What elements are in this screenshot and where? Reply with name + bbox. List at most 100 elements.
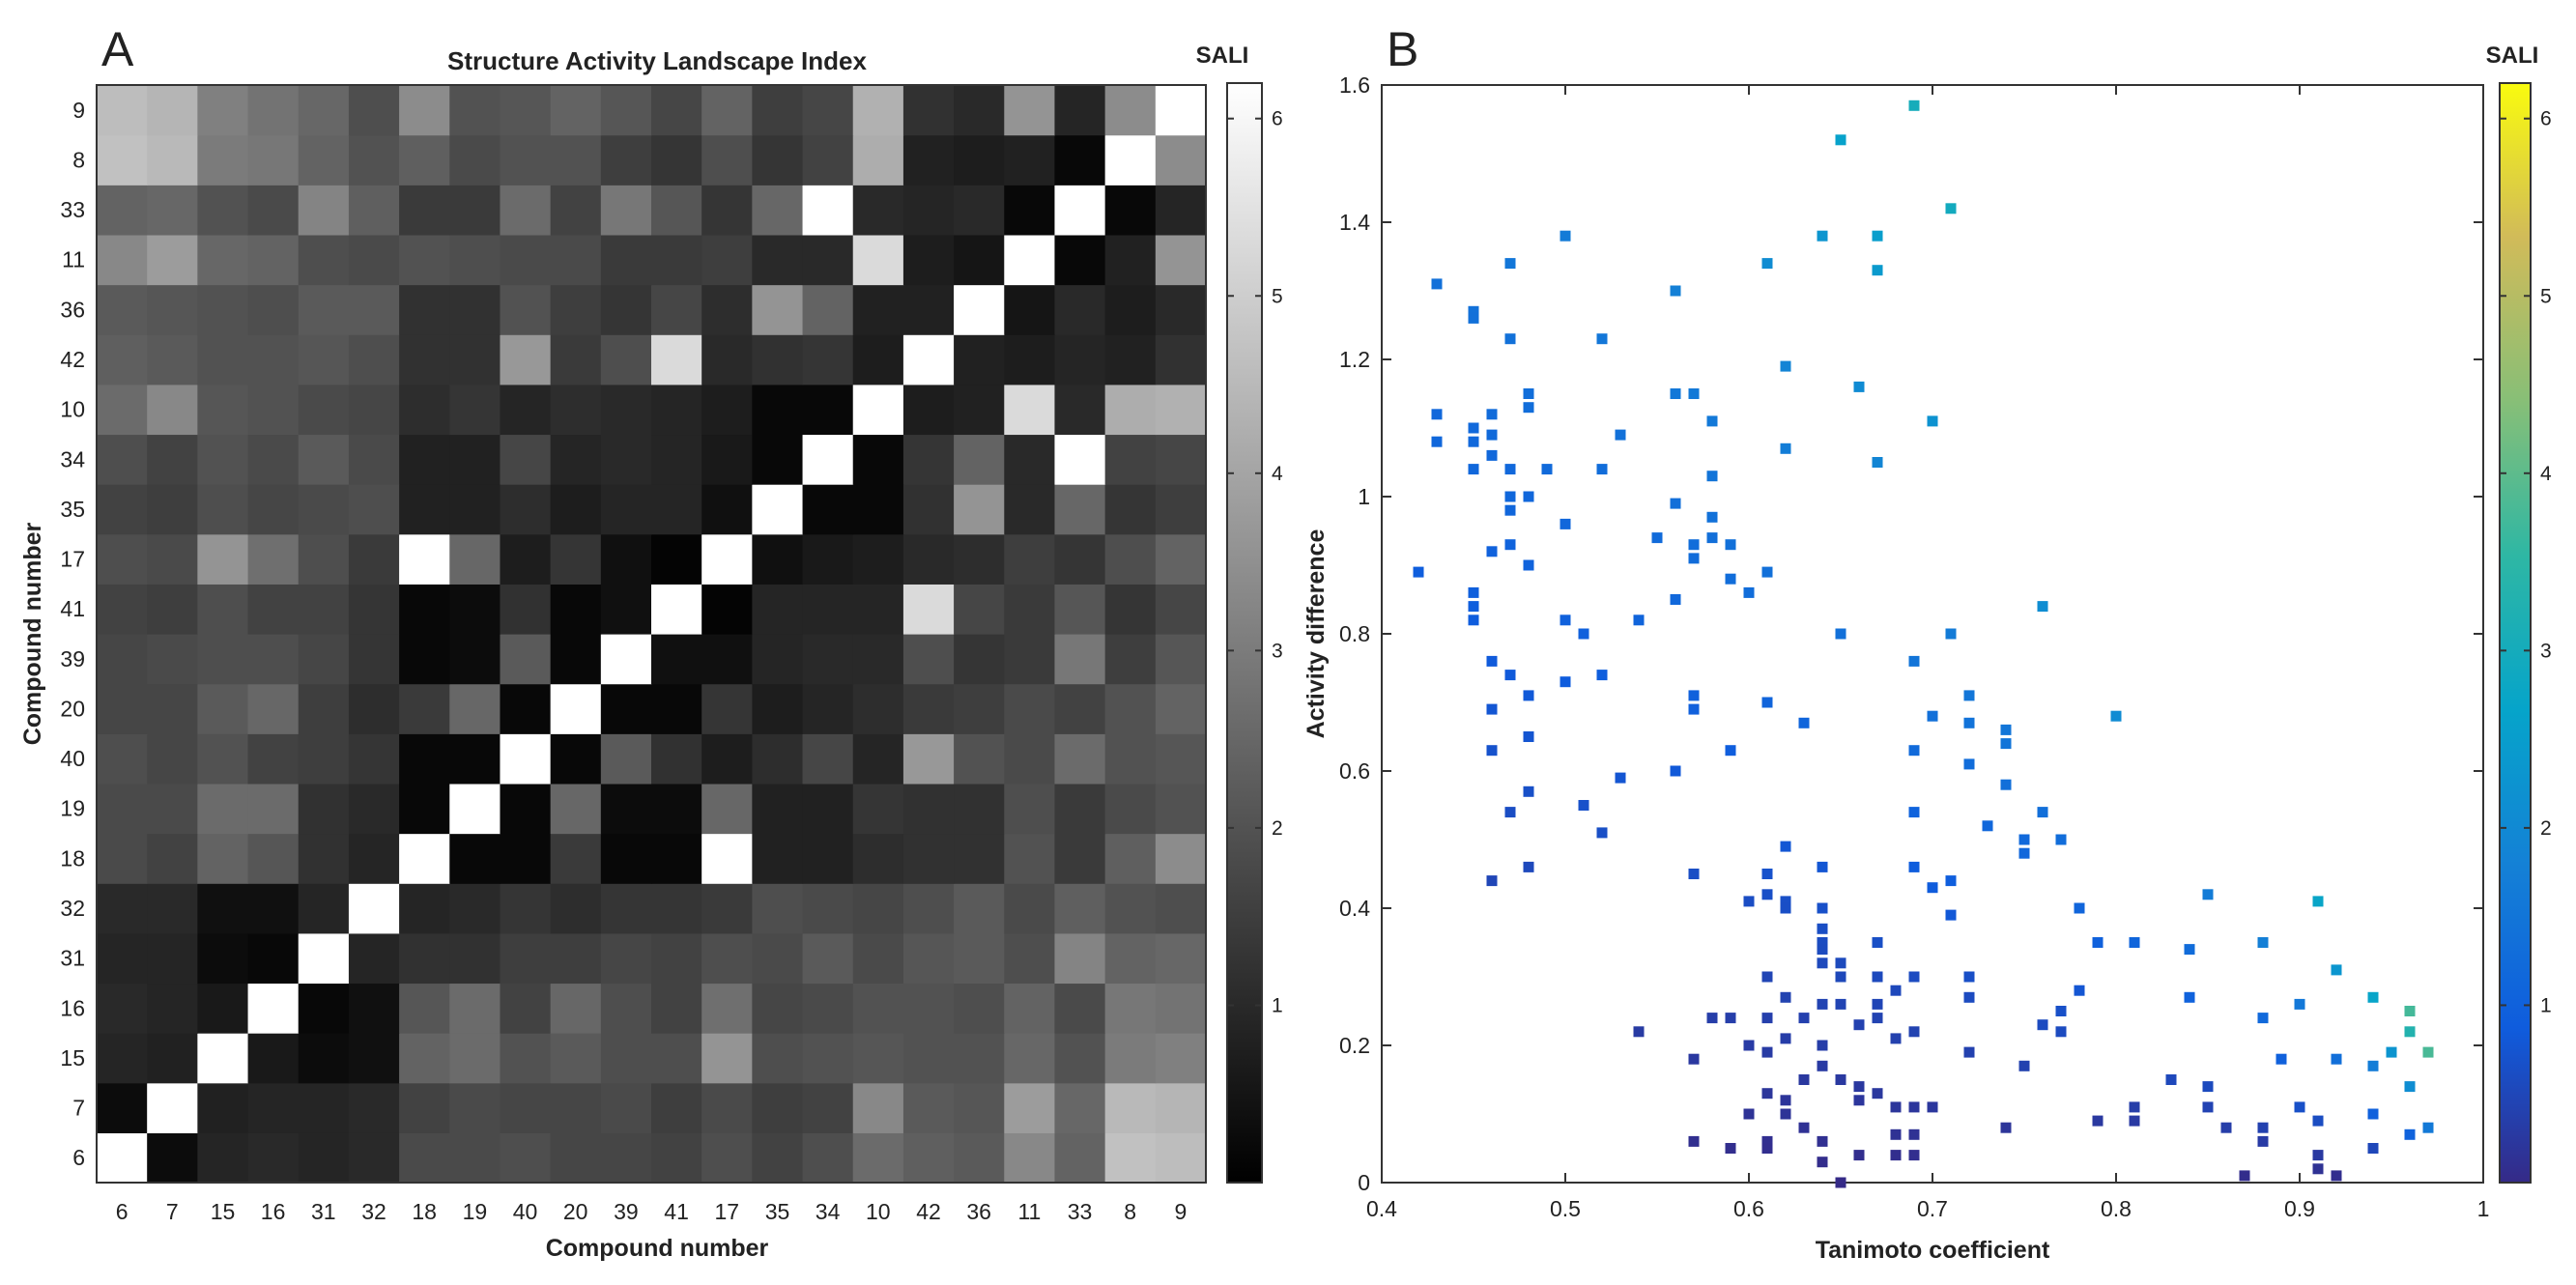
scatter-point xyxy=(1670,388,1681,399)
scatter-point xyxy=(2018,1060,2030,1071)
scatter-point xyxy=(1835,957,1846,969)
heatmap-cell xyxy=(701,683,753,734)
heatmap-cell xyxy=(600,334,652,386)
heatmap-cell xyxy=(550,1132,602,1184)
heatmap-cell xyxy=(1104,584,1157,635)
heatmap-cell xyxy=(247,434,300,485)
heatmap-cell xyxy=(147,334,198,386)
heatmap-cell xyxy=(1054,932,1106,985)
heatmap-cell xyxy=(1004,484,1056,535)
scatter-point xyxy=(1413,566,1424,578)
heatmap-cell xyxy=(1104,634,1157,685)
heatmap-cell xyxy=(902,484,955,535)
scatter-point xyxy=(2331,1053,2342,1065)
heatmap-cell xyxy=(1054,384,1106,436)
colorbar-tick-label: 2 xyxy=(2540,817,2552,840)
scatter-point xyxy=(1523,731,1534,742)
heatmap-cell xyxy=(852,833,904,884)
heatmap-cell xyxy=(1104,983,1157,1034)
scatter-point xyxy=(1468,464,1479,475)
heatmap-cell xyxy=(802,1033,854,1084)
heatmap-cell xyxy=(298,334,350,386)
heatmap-cell xyxy=(852,85,904,136)
heatmap-cell xyxy=(600,1033,652,1084)
heatmap-y-tick-label: 32 xyxy=(60,896,85,921)
scatter-point xyxy=(1504,504,1516,516)
heatmap-cell xyxy=(449,1132,501,1184)
heatmap-cell xyxy=(600,683,652,734)
heatmap-cell xyxy=(298,634,350,685)
heatmap-cell xyxy=(197,484,249,535)
heatmap-cell xyxy=(600,883,652,934)
heatmap-cell xyxy=(348,883,400,934)
scatter-point xyxy=(1523,491,1534,502)
heatmap-cell xyxy=(399,533,450,585)
heatmap-cell xyxy=(802,434,854,485)
heatmap-cell xyxy=(247,733,300,785)
scatter-point xyxy=(1872,457,1883,468)
heatmap-cell xyxy=(852,1082,904,1133)
heatmap-cell xyxy=(500,85,552,136)
heatmap-cell xyxy=(298,384,350,436)
heatmap-y-tick-label: 39 xyxy=(60,646,85,671)
heatmap-y-tick-label: 9 xyxy=(72,98,85,123)
heatmap-cell xyxy=(449,334,501,386)
scatter-point xyxy=(2129,1115,2140,1127)
heatmap-cell xyxy=(348,234,400,286)
heatmap-cell xyxy=(147,783,198,835)
heatmap-cell xyxy=(550,85,602,136)
heatmap-cell xyxy=(197,683,249,734)
scatter-colorbar-ticks: 1 2 3 4 5 6 xyxy=(2500,108,2552,1016)
heatmap-cell xyxy=(197,134,249,186)
heatmap-cell xyxy=(348,783,400,835)
scatter-point xyxy=(2367,1143,2379,1154)
heatmap-x-tick-label: 15 xyxy=(211,1199,236,1224)
scatter-point xyxy=(1596,827,1608,839)
heatmap-cell xyxy=(247,1033,300,1084)
heatmap-cell xyxy=(954,185,1005,236)
heatmap-cell xyxy=(550,733,602,785)
heatmap-colorbar-ticks: 1 2 3 4 5 6 xyxy=(1227,108,1283,1016)
scatter-point xyxy=(1780,443,1791,454)
heatmap-cell xyxy=(550,1082,602,1133)
heatmap-cell xyxy=(1054,983,1106,1034)
heatmap-cell xyxy=(1104,384,1157,436)
heatmap-cell xyxy=(1155,1033,1207,1084)
heatmap-cell xyxy=(399,683,450,734)
scatter-point xyxy=(1688,869,1700,879)
scatter-point xyxy=(1706,511,1718,523)
heatmap-y-tick-labels: 6 7 15 16 31 32 18 19 40 20 39 41 17 35 34 10 42 36 11 33 8 9 xyxy=(60,98,85,1170)
heatmap-cell xyxy=(852,783,904,835)
scatter-point xyxy=(1504,258,1516,270)
heatmap-cell xyxy=(97,932,148,985)
heatmap-cell xyxy=(1155,932,1207,985)
heatmap-cell xyxy=(449,234,501,286)
heatmap-cell xyxy=(298,134,350,186)
heatmap-cell xyxy=(1155,85,1207,136)
scatter-point xyxy=(1541,464,1553,475)
heatmap-cell xyxy=(802,584,854,635)
heatmap-x-tick-label: 19 xyxy=(463,1199,488,1224)
scatter-point xyxy=(1523,861,1534,872)
heatmap-cell xyxy=(701,584,753,635)
heatmap-x-tick-label: 36 xyxy=(966,1199,991,1224)
scatter-point xyxy=(2404,1006,2416,1016)
heatmap-cell xyxy=(147,733,198,785)
scatter-point xyxy=(1743,1108,1755,1120)
heatmap-cell xyxy=(651,533,702,585)
heatmap-cell xyxy=(802,533,854,585)
heatmap-cell xyxy=(852,584,904,635)
heatmap-cell xyxy=(500,1082,552,1133)
scatter-point xyxy=(2294,1101,2305,1113)
heatmap-y-tick-label: 20 xyxy=(60,697,85,722)
heatmap-cell xyxy=(752,883,804,934)
heatmap-cell xyxy=(802,1132,854,1184)
scatter-point xyxy=(1486,703,1498,715)
scatter-point xyxy=(2331,1170,2342,1182)
heatmap-cell xyxy=(298,434,350,485)
heatmap-cell xyxy=(701,334,753,386)
heatmap-cell xyxy=(298,932,350,985)
heatmap-cell xyxy=(147,484,198,535)
colorbar-tick-label: 4 xyxy=(1272,463,1283,485)
scatter-point xyxy=(1908,1101,1920,1113)
